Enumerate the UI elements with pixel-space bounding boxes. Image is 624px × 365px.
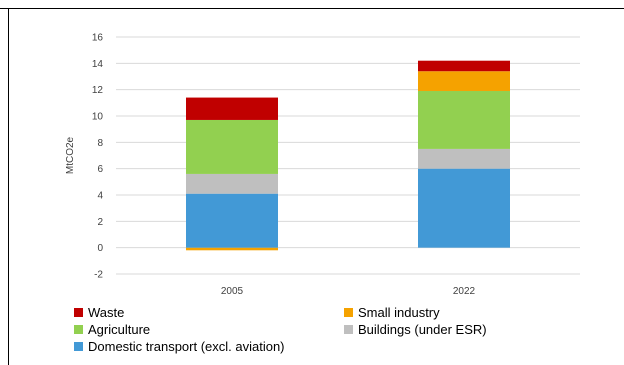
y-axis-label: MtCO2e xyxy=(65,136,76,174)
legend-label-agriculture: Agriculture xyxy=(88,321,151,337)
y-tick-label: 0 xyxy=(97,243,103,254)
y-tick-label: 12 xyxy=(92,85,104,96)
bar-segment-agriculture-2022 xyxy=(418,90,510,149)
bar-segment-waste-2022 xyxy=(418,60,510,72)
legend-item-buildings: Buildings (under ESR) xyxy=(344,321,487,337)
bar-segment-buildings-under-esr-2005 xyxy=(186,173,278,194)
bar-segment-small-industry-2005 xyxy=(186,247,278,251)
legend-swatch-small-industry xyxy=(344,307,353,317)
legend-label-small-industry: Small industry xyxy=(358,304,440,320)
legend-label-domestic-transport: Domestic transport (excl. aviation) xyxy=(88,338,285,354)
bar-segment-agriculture-2005 xyxy=(186,119,278,174)
left-border-line xyxy=(8,8,9,365)
bar-segment-domestic-transport-excl-aviation-2005 xyxy=(186,193,278,248)
y-tick-label: 16 xyxy=(92,33,104,44)
legend-item-domestic-transport: Domestic transport (excl. aviation) xyxy=(74,338,285,354)
legend-swatch-agriculture xyxy=(74,324,83,334)
legend-swatch-buildings xyxy=(344,324,353,334)
legend-item-small-industry: Small industry xyxy=(344,304,440,320)
bar-segment-waste-2005 xyxy=(186,97,278,120)
legend-swatch-domestic-transport xyxy=(74,341,83,351)
legend-item-waste: Waste xyxy=(74,304,124,320)
y-tick-label: 10 xyxy=(92,112,104,123)
legend-label-buildings: Buildings (under ESR) xyxy=(358,321,487,337)
legend-label-waste: Waste xyxy=(88,304,125,320)
top-border-line xyxy=(0,8,624,9)
legend-swatch-waste xyxy=(74,307,83,317)
stacked-bar-chart: -2 0 2 4 6 8 10 12 14 16 MtCO2e 2005 2022 xyxy=(65,33,580,297)
y-tick-label: -2 xyxy=(94,270,103,281)
bar-segment-domestic-transport-excl-aviation-2022 xyxy=(418,168,510,248)
x-tick-label: 2005 xyxy=(221,286,244,297)
y-tick-label: 4 xyxy=(97,191,103,202)
legend-item-agriculture: Agriculture xyxy=(74,321,150,337)
x-tick-label: 2022 xyxy=(453,286,476,297)
bar-segment-small-industry-2022 xyxy=(418,71,510,91)
y-tick-label: 14 xyxy=(92,59,104,70)
y-tick-label: 6 xyxy=(97,164,103,175)
bar-segment-buildings-under-esr-2022 xyxy=(418,148,510,169)
y-tick-label: 8 xyxy=(97,138,103,149)
y-tick-label: 2 xyxy=(97,217,103,228)
